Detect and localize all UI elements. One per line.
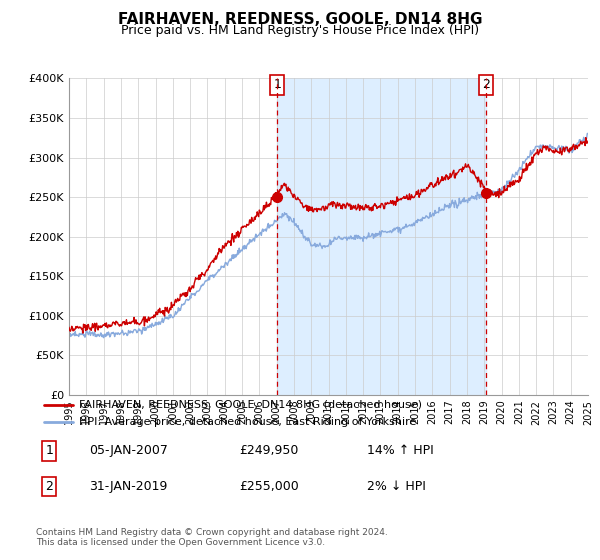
Text: FAIRHAVEN, REEDNESS, GOOLE, DN14 8HG: FAIRHAVEN, REEDNESS, GOOLE, DN14 8HG	[118, 12, 482, 27]
Text: Contains HM Land Registry data © Crown copyright and database right 2024.
This d: Contains HM Land Registry data © Crown c…	[36, 528, 388, 547]
Text: 05-JAN-2007: 05-JAN-2007	[89, 445, 168, 458]
Text: 2% ↓ HPI: 2% ↓ HPI	[367, 480, 426, 493]
Text: 14% ↑ HPI: 14% ↑ HPI	[367, 445, 434, 458]
Text: 2: 2	[482, 78, 490, 91]
Text: 1: 1	[46, 445, 53, 458]
Text: HPI: Average price, detached house, East Riding of Yorkshire: HPI: Average price, detached house, East…	[79, 417, 416, 427]
Bar	[277, 78, 485, 395]
Text: £255,000: £255,000	[239, 480, 299, 493]
Text: Price paid vs. HM Land Registry's House Price Index (HPI): Price paid vs. HM Land Registry's House …	[121, 24, 479, 37]
Text: £249,950: £249,950	[239, 445, 298, 458]
Text: 2: 2	[46, 480, 53, 493]
Text: 31-JAN-2019: 31-JAN-2019	[89, 480, 168, 493]
Text: FAIRHAVEN, REEDNESS, GOOLE, DN14 8HG (detached house): FAIRHAVEN, REEDNESS, GOOLE, DN14 8HG (de…	[79, 400, 422, 410]
Text: 1: 1	[273, 78, 281, 91]
